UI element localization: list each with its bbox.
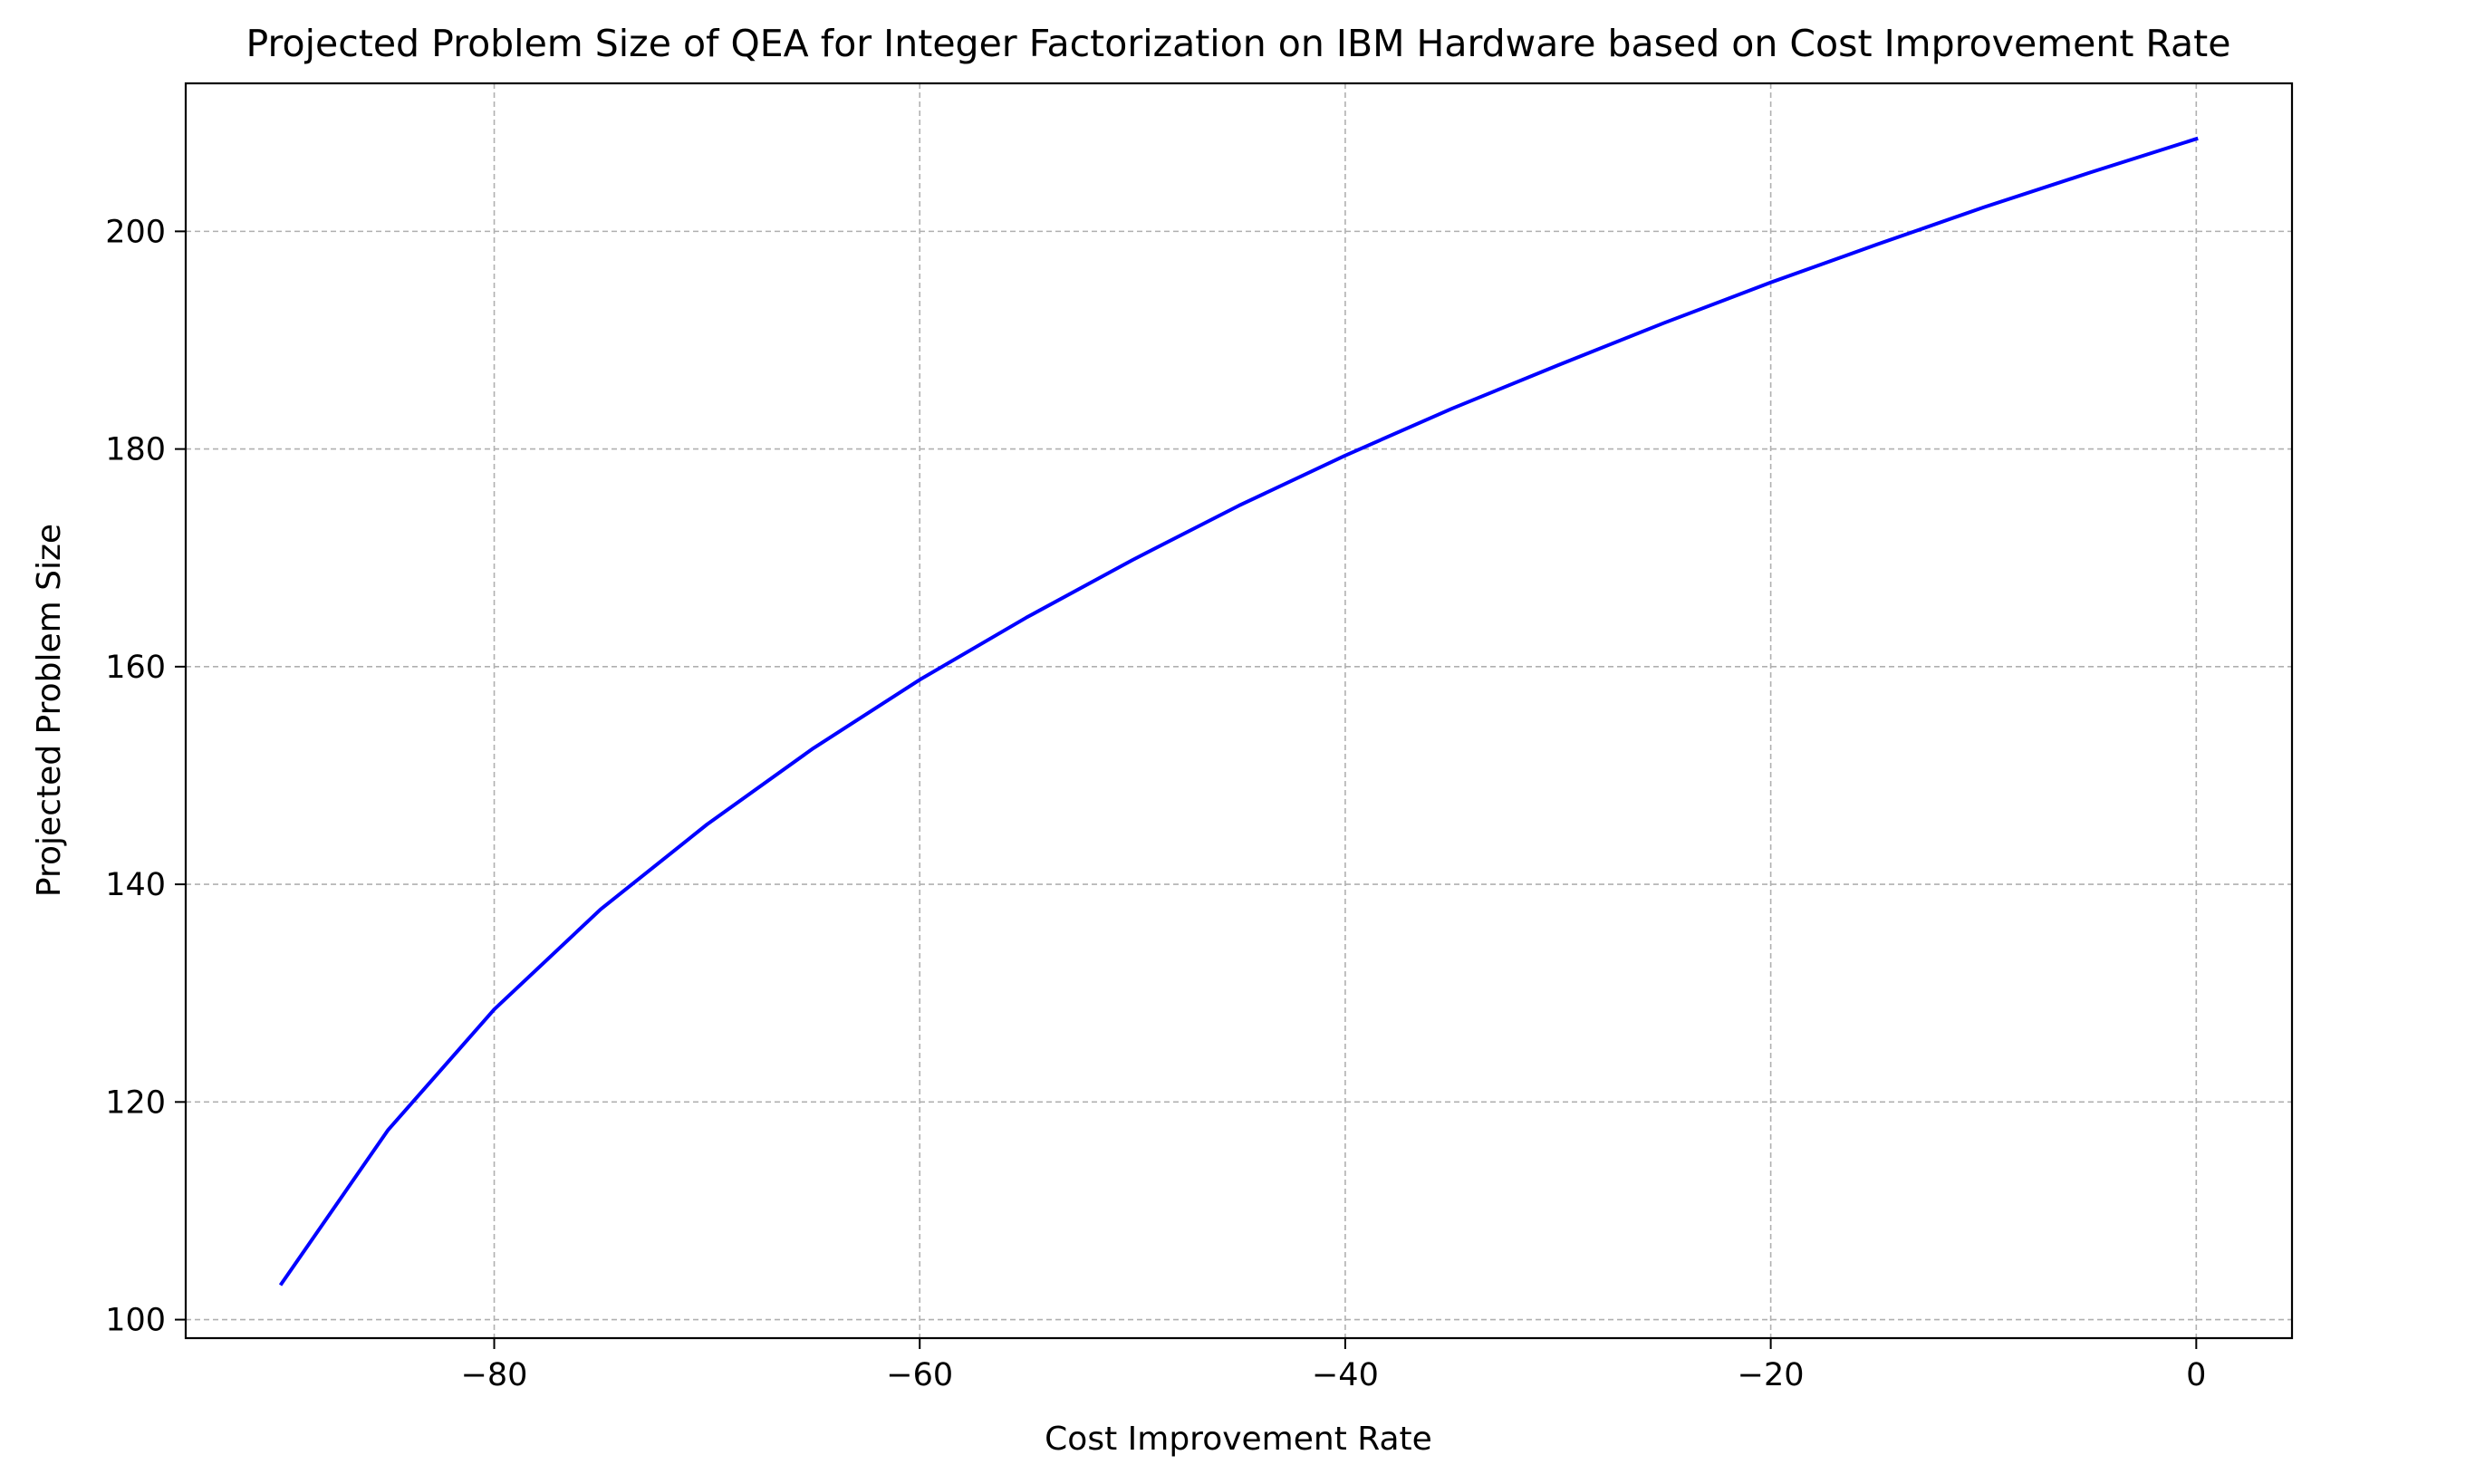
y-tick-label: 160 <box>105 650 166 686</box>
x-tick-label: −20 <box>1738 1357 1805 1393</box>
x-axis-label: Cost Improvement Rate <box>1045 1421 1432 1458</box>
y-tick-label: 140 <box>105 867 166 903</box>
axis-ticks: −80 −60 −40 −20 0 100 120 140 160 180 200 <box>105 214 2206 1393</box>
x-tick-label: −80 <box>461 1357 528 1393</box>
plot-area-frame <box>184 82 2294 1340</box>
series-line <box>278 136 2199 1286</box>
x-tick-label: −40 <box>1312 1357 1379 1393</box>
y-tick-label: 100 <box>105 1303 166 1339</box>
y-axis-label: Projected Problem Size <box>31 524 68 897</box>
x-tick-label: −60 <box>886 1357 953 1393</box>
y-tick-label: 200 <box>105 214 166 250</box>
x-tick-label: 0 <box>2186 1357 2206 1393</box>
y-tick-label: 180 <box>105 432 166 468</box>
series-layer <box>278 136 2199 1286</box>
grid-lines <box>186 83 2292 1338</box>
y-tick-label: 120 <box>105 1084 166 1121</box>
chart-title: Projected Problem Size of QEA for Intege… <box>246 22 2231 65</box>
